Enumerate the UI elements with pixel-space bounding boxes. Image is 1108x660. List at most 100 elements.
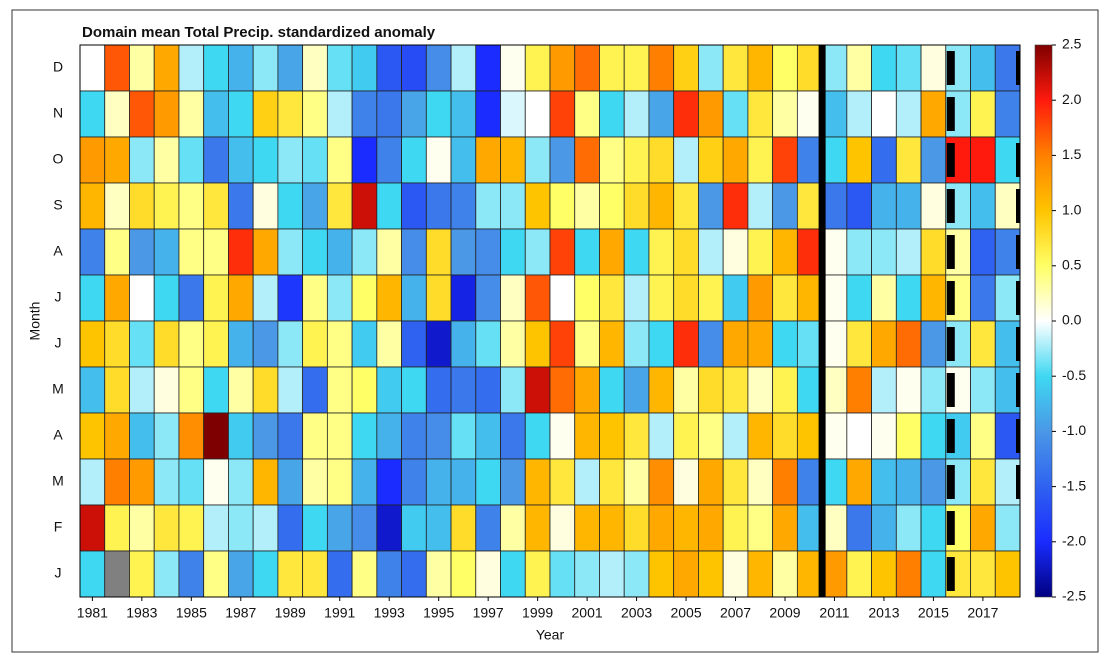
x-tick-label: 2003 [621,605,652,621]
cell [549,504,576,552]
cell [821,412,848,460]
cell [722,228,749,276]
cell [129,458,155,506]
cell [277,320,304,368]
cell [648,90,675,138]
cell [129,504,155,552]
cell [796,182,823,230]
cell [722,136,749,184]
cell [425,412,452,460]
cell [574,274,600,322]
cell [450,90,477,138]
cell [920,136,947,184]
cell [920,228,947,276]
cell [500,228,526,276]
cell [722,182,749,230]
cell [104,274,130,322]
cell [895,44,922,92]
y-tick-label: J [55,335,62,351]
cell [104,458,130,506]
cell [648,274,675,322]
cell [648,504,675,552]
cell [871,44,897,92]
cell [79,182,106,230]
cell [500,504,526,552]
cell [821,550,848,598]
cell [178,504,205,552]
cell [129,412,155,460]
cell [772,136,798,184]
cell [871,366,897,414]
cell [970,320,996,368]
cell [228,550,254,598]
cell [252,90,279,138]
cell [549,274,576,322]
x-tick-label: 1993 [374,605,405,621]
cell [203,182,229,230]
x-tick-label: 2015 [918,605,949,621]
cell [871,320,897,368]
cell [401,550,427,598]
cell [277,366,304,414]
cell [302,228,328,276]
cell [153,458,180,506]
gap-marker [946,189,955,223]
cell [129,136,155,184]
cell [302,412,328,460]
cell [228,504,254,552]
cell [104,44,130,92]
cell [994,228,1021,276]
cell [920,550,947,598]
cell [698,320,724,368]
cell [153,274,180,322]
cell [747,228,774,276]
cell [648,366,675,414]
cell [623,504,650,552]
cell [574,136,600,184]
cell [104,366,130,414]
cell [599,458,625,506]
cell [895,412,922,460]
cell [524,44,551,92]
cell [401,182,427,230]
cell [772,412,798,460]
cell [79,320,106,368]
cell [821,366,848,414]
cell [153,44,180,92]
cell [574,320,600,368]
cell [796,44,823,92]
cell [796,228,823,276]
cell [475,320,501,368]
cell [574,182,600,230]
cell [970,228,996,276]
x-tick-label: 1991 [324,605,355,621]
cell [351,412,378,460]
cell [129,550,155,598]
cell [79,412,106,460]
cell [796,504,823,552]
x-tick-label: 2017 [967,605,998,621]
cell [524,274,551,322]
cell [277,44,304,92]
cell [747,136,774,184]
cell [722,274,749,322]
cell [549,228,576,276]
cell [228,228,254,276]
cell [747,274,774,322]
cell [722,550,749,598]
cell [450,366,477,414]
cell [500,412,526,460]
cell [772,228,798,276]
y-tick-label: D [53,59,63,75]
cell [747,550,774,598]
cell [747,504,774,552]
cell [920,90,947,138]
cell [277,504,304,552]
cell [747,320,774,368]
cell [228,90,254,138]
cell [871,90,897,138]
y-tick-label: F [54,519,63,535]
cell [178,550,205,598]
cell [351,228,378,276]
cell [673,274,699,322]
